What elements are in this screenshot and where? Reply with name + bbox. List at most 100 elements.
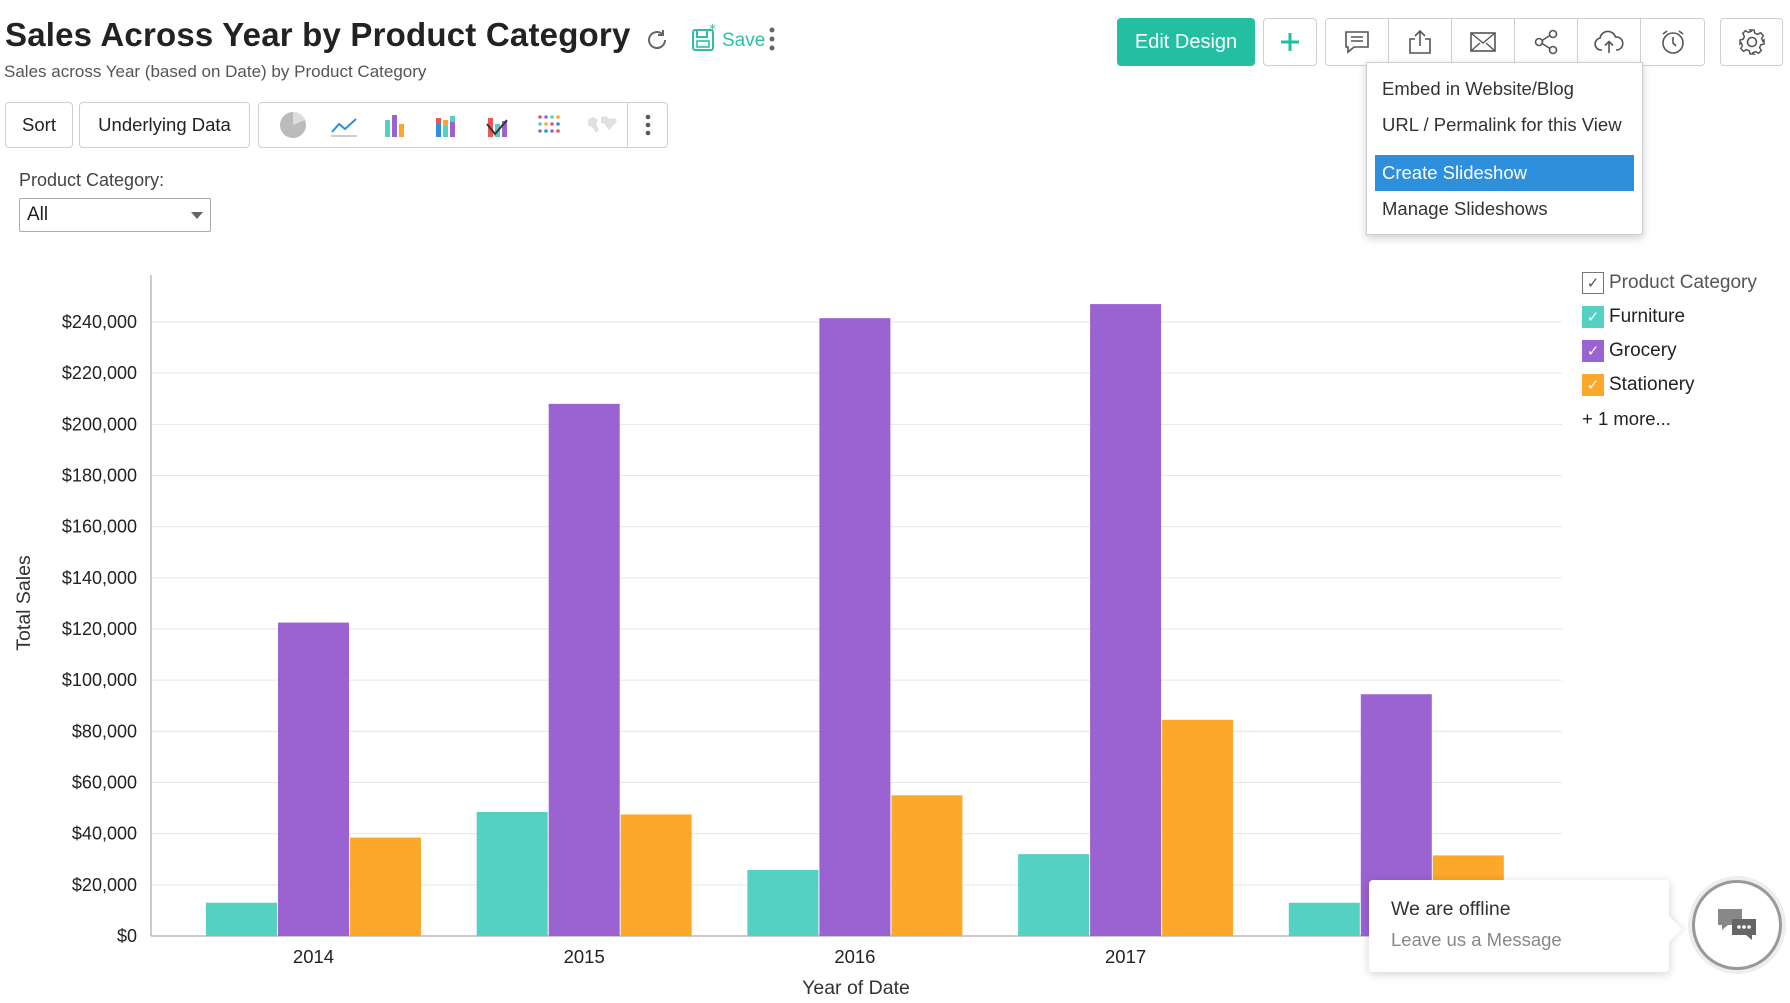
- chat-offline-bubble[interactable]: We are offline Leave us a Message: [1369, 880, 1682, 972]
- edit-design-button[interactable]: Edit Design: [1117, 18, 1255, 66]
- underlying-data-button[interactable]: Underlying Data: [79, 102, 250, 148]
- add-button[interactable]: [1263, 18, 1317, 66]
- chart-type-pie[interactable]: [267, 103, 318, 147]
- chart-type-bar[interactable]: [370, 103, 421, 147]
- chat-launcher-button[interactable]: [1692, 880, 1782, 970]
- bar-furniture: [206, 902, 277, 936]
- export-icon: [1409, 29, 1431, 54]
- x-axis-title: Year of Date: [802, 977, 910, 999]
- add-icon: [1281, 33, 1299, 51]
- bar-grocery: [819, 318, 891, 937]
- y-tick-label: $120,000: [62, 619, 137, 639]
- legend-label: Stationery: [1609, 374, 1695, 395]
- page-title: Sales Across Year by Product Category: [5, 16, 631, 53]
- export-button[interactable]: [1389, 19, 1452, 65]
- y-tick-label: $220,000: [62, 363, 137, 383]
- chevron-down-icon: [191, 212, 203, 219]
- bar-grocery: [548, 403, 620, 936]
- schedule-button[interactable]: [1641, 19, 1704, 65]
- checkbox-icon: ✓: [1582, 272, 1604, 294]
- bar-stationery: [620, 814, 692, 936]
- chart-type-map[interactable]: [576, 103, 627, 147]
- refresh-icon[interactable]: [645, 28, 669, 52]
- y-tick-label: $140,000: [62, 568, 137, 588]
- email-button[interactable]: [1452, 19, 1515, 65]
- chat-icon: [1718, 909, 1756, 940]
- menu-item-manage-slideshows[interactable]: Manage Slideshows: [1382, 198, 1548, 219]
- chart-type-scatter[interactable]: [524, 103, 575, 147]
- line-chart-icon: [331, 118, 358, 137]
- legend-more-link[interactable]: + 1 more...: [1582, 408, 1671, 429]
- y-axis-title: Total Sales: [13, 555, 35, 651]
- scatter-chart-icon: [538, 115, 560, 133]
- menu-item-permalink[interactable]: URL / Permalink for this View: [1382, 114, 1622, 135]
- chart-type-combo[interactable]: [473, 103, 524, 147]
- page-subtitle: Sales across Year (based on Date) by Pro…: [4, 62, 427, 81]
- save-button[interactable]: * Save: [692, 24, 765, 52]
- checkbox-icon: ✓: [1582, 306, 1604, 328]
- combo-chart-icon: [485, 118, 508, 137]
- checkbox-icon: ✓: [1582, 340, 1604, 362]
- publish-dropdown-menu: Embed in Website/Blog URL / Permalink fo…: [1366, 62, 1643, 235]
- chart-type-line[interactable]: [318, 103, 369, 147]
- pie-chart-icon: [279, 112, 306, 138]
- chart-legend: ✓ Product Category ✓ Furniture ✓ Grocery…: [1582, 266, 1757, 436]
- y-tick-label: $0: [117, 926, 137, 946]
- comment-button[interactable]: [1326, 19, 1389, 65]
- chat-message-link: Leave us a Message: [1391, 929, 1562, 950]
- y-tick-label: $60,000: [72, 773, 137, 793]
- bar-stationery: [1162, 719, 1234, 936]
- settings-button[interactable]: [1720, 18, 1783, 66]
- filter-value: All: [27, 204, 49, 225]
- publish-button[interactable]: [1578, 19, 1641, 65]
- bar-furniture: [1018, 854, 1090, 936]
- publish-cloud-icon: [1594, 30, 1624, 53]
- y-tick-label: $240,000: [62, 312, 137, 332]
- menu-item-create-slideshow[interactable]: Create Slideshow: [1375, 155, 1634, 191]
- save-label: Save: [722, 30, 766, 51]
- legend-item-furniture[interactable]: ✓ Furniture: [1582, 300, 1757, 334]
- checkbox-icon: ✓: [1582, 374, 1604, 396]
- bar-stationery: [350, 837, 421, 936]
- action-toolbar: [1325, 18, 1705, 66]
- bar-grocery: [278, 622, 349, 936]
- share-button[interactable]: [1515, 19, 1578, 65]
- settings-icon: [1738, 29, 1765, 55]
- y-tick-label: $40,000: [72, 824, 137, 844]
- x-tick-label: 2015: [564, 946, 605, 967]
- y-tick-label: $100,000: [62, 670, 137, 690]
- more-vertical-icon[interactable]: [768, 26, 776, 52]
- legend-title-row[interactable]: ✓ Product Category: [1582, 266, 1757, 300]
- y-tick-label: $180,000: [62, 466, 137, 486]
- bar-grocery: [1090, 304, 1162, 936]
- legend-label: Furniture: [1609, 306, 1686, 327]
- y-tick-label: $200,000: [62, 414, 137, 434]
- bar-furniture: [476, 811, 548, 936]
- world-map-icon: [587, 116, 617, 133]
- chart-type-selector: [258, 102, 668, 148]
- chart-type-more-button[interactable]: [627, 103, 667, 147]
- menu-item-embed[interactable]: Embed in Website/Blog: [1382, 78, 1574, 99]
- sort-button[interactable]: Sort: [5, 102, 73, 148]
- x-tick-label: 2016: [834, 946, 875, 967]
- bar-chart-icon: [384, 115, 404, 137]
- y-tick-label: $80,000: [72, 721, 137, 741]
- legend-item-stationery[interactable]: ✓ Stationery: [1582, 368, 1757, 402]
- bar-furniture: [1288, 902, 1360, 936]
- filter-label: Product Category:: [19, 170, 165, 190]
- save-icon: *: [692, 24, 716, 51]
- legend-title: Product Category: [1609, 272, 1757, 293]
- email-icon: [1470, 32, 1496, 52]
- menu-separator: [1367, 143, 1642, 155]
- y-tick-label: $20,000: [72, 875, 137, 895]
- x-tick-label: 2014: [293, 946, 334, 967]
- comment-icon: [1345, 31, 1369, 54]
- legend-item-grocery[interactable]: ✓ Grocery: [1582, 334, 1757, 368]
- share-icon: [1534, 29, 1558, 55]
- x-tick-label: 2017: [1105, 946, 1146, 967]
- chart-type-stacked-bar[interactable]: [421, 103, 472, 147]
- svg-text:*: *: [709, 24, 716, 38]
- product-category-filter[interactable]: All: [19, 198, 211, 232]
- bar-furniture: [747, 869, 819, 936]
- y-tick-label: $160,000: [62, 517, 137, 537]
